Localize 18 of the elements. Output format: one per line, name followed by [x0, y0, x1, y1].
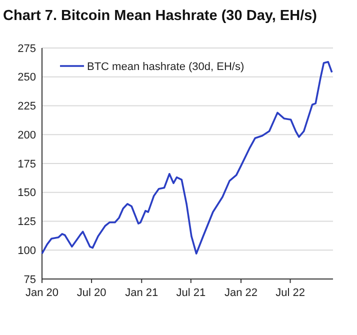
x-tick-label: Jan 22 — [224, 287, 258, 299]
x-tick-label: Jan 20 — [25, 287, 59, 299]
y-tick-label: 75 — [24, 274, 36, 286]
y-tick-label: 250 — [18, 72, 36, 84]
y-tick-label: 125 — [18, 216, 36, 228]
legend-label: BTC mean hashrate (30d, EH/s) — [87, 60, 244, 73]
chart-title: Chart 7. Bitcoin Mean Hashrate (30 Day, EH/s) — [3, 8, 318, 24]
x-tick-label: Jul 20 — [76, 287, 106, 299]
x-tick-label: Jul 22 — [276, 287, 305, 299]
y-tick-label: 225 — [18, 100, 36, 113]
y-tick-label: 200 — [18, 129, 36, 142]
x-tick-label: Jul 21 — [176, 287, 206, 299]
y-tick-label: 175 — [18, 158, 36, 170]
line-series — [41, 60, 333, 254]
y-tick-label: 275 — [18, 42, 36, 55]
y-tick-label: 150 — [18, 187, 36, 200]
y-tick-label: 100 — [18, 244, 36, 257]
x-tick-label: Jan 21 — [125, 287, 158, 299]
